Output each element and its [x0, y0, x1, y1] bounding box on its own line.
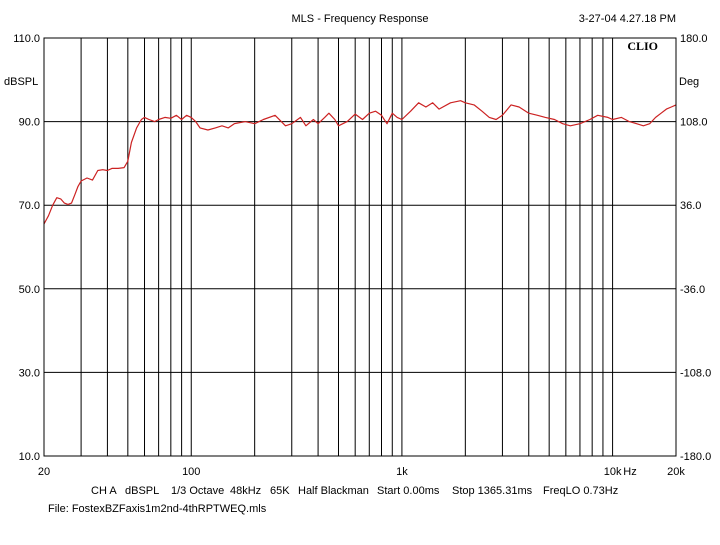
- y-tick-label-right: 108.0: [680, 117, 708, 129]
- x-tick-label: 20: [38, 466, 50, 478]
- y-tick-label-left: 10.0: [19, 451, 40, 463]
- y-tick-label-right: -180.0: [680, 451, 711, 463]
- frequency-response-trace: [43, 100, 677, 225]
- setting-item: 65K: [270, 485, 290, 497]
- clio-logo: CLIO: [627, 39, 658, 53]
- y-tick-label-right: 36.0: [680, 200, 701, 212]
- setting-item: Stop 1365.31ms: [452, 485, 533, 497]
- x-tick-label: 10k: [604, 466, 622, 478]
- grid-layer: [44, 38, 676, 456]
- y-tick-label-left: 90.0: [19, 117, 40, 129]
- x-tick-label: 1k: [396, 466, 408, 478]
- setting-item: Start 0.00ms: [377, 485, 440, 497]
- x-tick-label: 100: [182, 466, 200, 478]
- y-tick-label-left: 110.0: [13, 33, 40, 45]
- x-axis-unit-label: Hz: [623, 466, 636, 478]
- y-axis-label-left: dBSPL: [4, 76, 38, 88]
- y-tick-label-left: 30.0: [19, 367, 40, 379]
- file-name: File: FostexBZFaxis1m2nd-4thRPTWEQ.mls: [48, 503, 267, 515]
- setting-item: 48kHz: [230, 485, 261, 497]
- y-axis-label-right: Deg: [679, 76, 699, 88]
- plot-frame: [43, 37, 677, 457]
- y-tick-label-right: 180.0: [680, 33, 708, 45]
- y-tick-label-left: 50.0: [19, 284, 40, 296]
- y-tick-label-left: 70.0: [19, 200, 40, 212]
- timestamp: 3-27-04 4.27.18 PM: [579, 13, 676, 25]
- chart-title: MLS - Frequency Response: [292, 13, 429, 25]
- setting-item: CH A: [91, 485, 117, 497]
- setting-item: Half Blackman: [298, 485, 369, 497]
- setting-item: 1/3 Octave: [171, 485, 224, 497]
- tick-labels: 10.0 30.0 50.0 70.0 90.0 110.0 -180.0 -108.0 -36…: [13, 33, 711, 478]
- trace-layer: [43, 100, 677, 225]
- x-tick-label: 20k: [667, 466, 685, 478]
- measurement-settings: CH A dBSPL 1/3 Octave 48kHz 65K Half Blackman…: [91, 485, 618, 497]
- y-tick-label-right: -36.0: [680, 284, 705, 296]
- y-tick-label-right: -108.0: [680, 367, 711, 379]
- setting-item: FreqLO 0.73Hz: [543, 485, 618, 497]
- setting-item: dBSPL: [125, 485, 159, 497]
